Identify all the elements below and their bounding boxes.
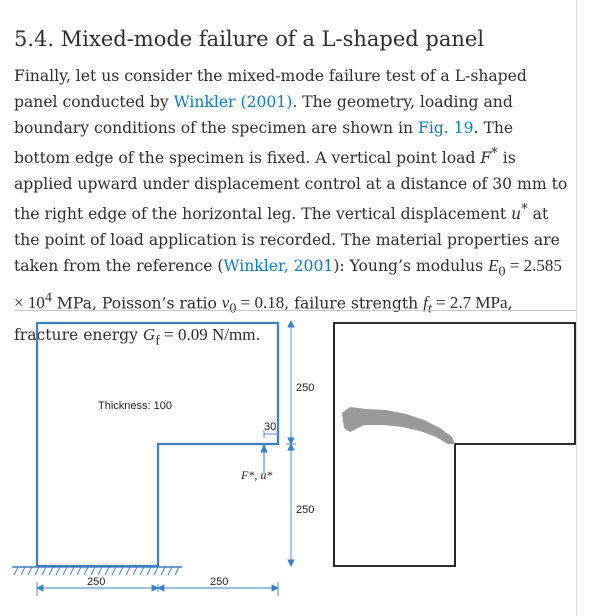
- section-heading: 5.4. Mixed-mode failure of a L-shaped pa…: [14, 27, 484, 51]
- poisson-ratio-math: ν0 = 0.18: [221, 293, 285, 317]
- horizontal-dimension: [35, 582, 280, 596]
- text-run: MPa, Poisson’s ratio: [51, 294, 222, 313]
- crack-path: [342, 407, 455, 444]
- section-number: 5.4.: [14, 27, 55, 51]
- section-title: Mixed-mode failure of a L-shaped panel: [60, 27, 485, 51]
- load-symbol: F*: [480, 146, 498, 168]
- citation-link-winkler-2[interactable]: Winkler, 2001: [223, 257, 334, 276]
- crack-panel-outline: [333, 322, 576, 567]
- l-panel-outline: [35, 321, 280, 568]
- failure-strength-math: ft = 2.7 MPa: [423, 293, 508, 317]
- text-run: ): Young’s modulus: [333, 257, 489, 276]
- load-offset-dimension: [263, 430, 279, 438]
- text-run: . The geometry, loading and boundary con…: [14, 93, 513, 137]
- dim-bottom-right: 250: [210, 576, 228, 588]
- displacement-symbol: u*: [511, 202, 528, 224]
- body-paragraph: Finally, let us consider the mixed-mode …: [14, 63, 570, 353]
- fracture-energy-math: Gf = 0.09 N/mm: [142, 324, 256, 349]
- dim-right-lower: 250: [296, 504, 314, 516]
- article-page: 5.4. Mixed-mode failure of a L-shaped pa…: [12, 0, 577, 616]
- text-run: , failure strength: [284, 294, 424, 313]
- fixed-support: [12, 566, 182, 576]
- figure-divider: [14, 310, 576, 311]
- youngs-modulus-math: E0 = 2.585 × 104: [14, 256, 562, 313]
- text-run: . The bottom edge of the specimen is fix…: [14, 119, 514, 168]
- text-run: , fracture energy: [14, 294, 513, 344]
- dim-bottom-left: 250: [87, 576, 105, 588]
- load-label: F*, u*: [240, 468, 272, 482]
- vertical-dimension: [286, 319, 296, 568]
- text-run: is applied upward under displacement con…: [14, 149, 568, 224]
- figure-link[interactable]: Fig. 19: [418, 119, 474, 137]
- dim-30-label: 30: [264, 421, 276, 433]
- text-run: .: [255, 325, 261, 344]
- figure-19: 250 250 30 F*, u* Thickness: 100 250: [12, 319, 576, 596]
- thickness-label: Thickness: 100: [98, 400, 172, 412]
- dim-right-upper: 250: [296, 382, 314, 394]
- text-run: Finally, let us consider the mixed-mode …: [14, 67, 527, 111]
- citation-link-winkler[interactable]: Winkler (2001): [173, 93, 293, 111]
- load-arrow: [260, 443, 268, 474]
- text-run: at the point of load application is reco…: [14, 205, 560, 276]
